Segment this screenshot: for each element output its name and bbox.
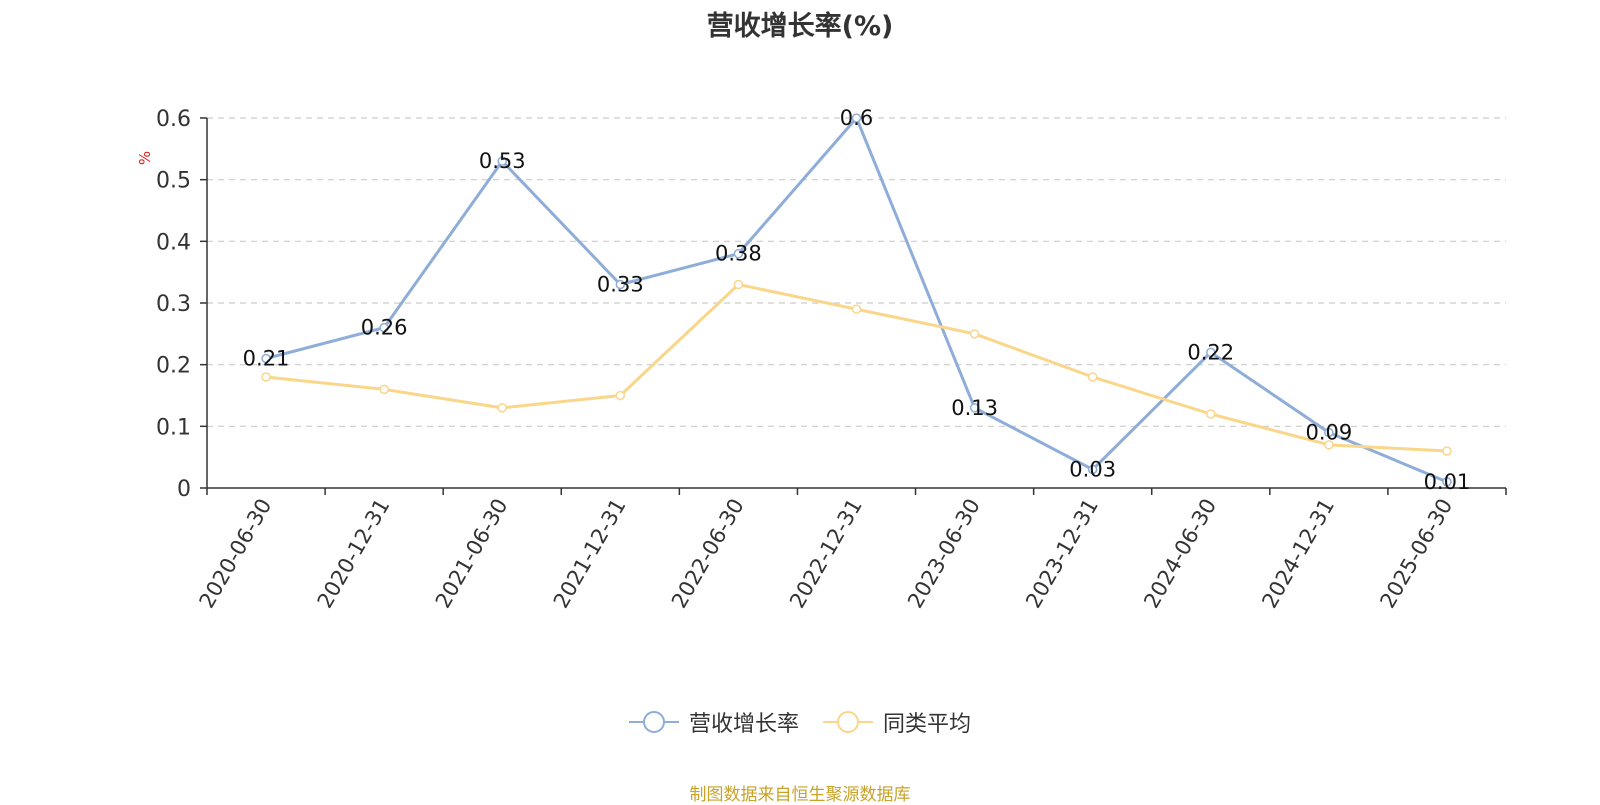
y-tick-label: 0.1 xyxy=(156,415,191,440)
data-point xyxy=(733,279,744,290)
data-point xyxy=(497,403,507,413)
data-point xyxy=(851,304,862,314)
legend-circle xyxy=(642,711,665,733)
axes: 0 0.1 0.2 0.3 0.4 0.5 0.6% 2020-06-30 2020-12-31… xyxy=(136,107,1507,613)
x-tick-label: 2024-12-31 xyxy=(1257,495,1339,613)
x-tick-label: 2021-06-30 xyxy=(431,495,513,613)
gridlines xyxy=(207,117,1506,427)
x-tick-label: 2020-06-30 xyxy=(195,495,277,613)
series-line xyxy=(265,116,1448,484)
series-lines xyxy=(261,113,1452,487)
data-label: 0.13 xyxy=(951,396,998,420)
y-tick-label: 0.5 xyxy=(156,169,191,194)
y-tick-label: 0 xyxy=(177,477,191,502)
data-point xyxy=(1324,427,1334,438)
data-point xyxy=(1206,409,1216,419)
legend-circle xyxy=(837,711,859,733)
legend-marker-icon xyxy=(628,711,679,733)
data-point xyxy=(1206,347,1216,358)
data-point xyxy=(1442,446,1452,456)
legend-marker-icon xyxy=(823,711,873,733)
data-label: 0.22 xyxy=(1187,340,1234,364)
data-label: 0.33 xyxy=(597,273,644,297)
data-point xyxy=(497,156,507,166)
data-point xyxy=(615,279,626,290)
y-tick-label: 0.3 xyxy=(156,292,191,317)
data-label: 0.6 xyxy=(840,106,873,130)
x-tick-label: 2021-12-31 xyxy=(549,495,631,613)
legend: 营收增长率 同类平均 xyxy=(0,706,1600,738)
data-point xyxy=(1087,464,1098,475)
data-label: 0.26 xyxy=(361,316,408,340)
data-point xyxy=(615,390,626,401)
data-point xyxy=(1324,440,1334,450)
x-tick-label: 2022-12-31 xyxy=(785,495,867,613)
data-point xyxy=(851,113,862,123)
x-tick-label: 2023-06-30 xyxy=(903,494,985,612)
x-tick-label: 2022-06-30 xyxy=(667,495,749,613)
x-tick-label: 2023-12-31 xyxy=(1021,495,1103,613)
data-label: 0.03 xyxy=(1069,458,1116,482)
y-tick-label: 0.6 xyxy=(156,107,191,132)
data-point xyxy=(261,353,271,364)
data-label: 0.53 xyxy=(479,149,526,173)
y-tick-label: 0.4 xyxy=(156,230,191,255)
x-tick-label: 2020-12-31 xyxy=(313,495,395,613)
data-label: 0.01 xyxy=(1424,470,1471,494)
chart-title: 营收增长率(%) xyxy=(706,11,894,42)
y-axis-label: % xyxy=(136,151,154,165)
data-point xyxy=(733,248,744,259)
data-point xyxy=(969,403,980,413)
data-point xyxy=(1087,372,1098,382)
data-point xyxy=(261,372,271,382)
legend-item[interactable]: 同类平均 xyxy=(823,706,971,738)
data-point xyxy=(969,329,980,339)
legend-label: 同类平均 xyxy=(883,712,972,737)
x-tick-label: 2024-06-30 xyxy=(1139,495,1221,613)
data-point xyxy=(379,322,389,333)
data-point xyxy=(379,384,389,395)
legend-label: 营收增长率 xyxy=(688,712,799,737)
legend-item[interactable]: 营收增长率 xyxy=(628,706,799,738)
data-point xyxy=(1442,477,1452,487)
data-label: 0.38 xyxy=(715,242,762,266)
data-labels: 0.21 0.26 0.53 0.33 0.38 0.6 0.13 0.03 0.22 0.09 0… xyxy=(243,106,1471,494)
data-label: 0.09 xyxy=(1305,421,1352,445)
data-label: 0.21 xyxy=(243,347,290,371)
x-tick-label: 2025-06-30 xyxy=(1375,495,1457,613)
source-note: 制图数据来自恒生聚源数据库 xyxy=(689,785,911,805)
y-tick-label: 0.2 xyxy=(156,354,191,379)
